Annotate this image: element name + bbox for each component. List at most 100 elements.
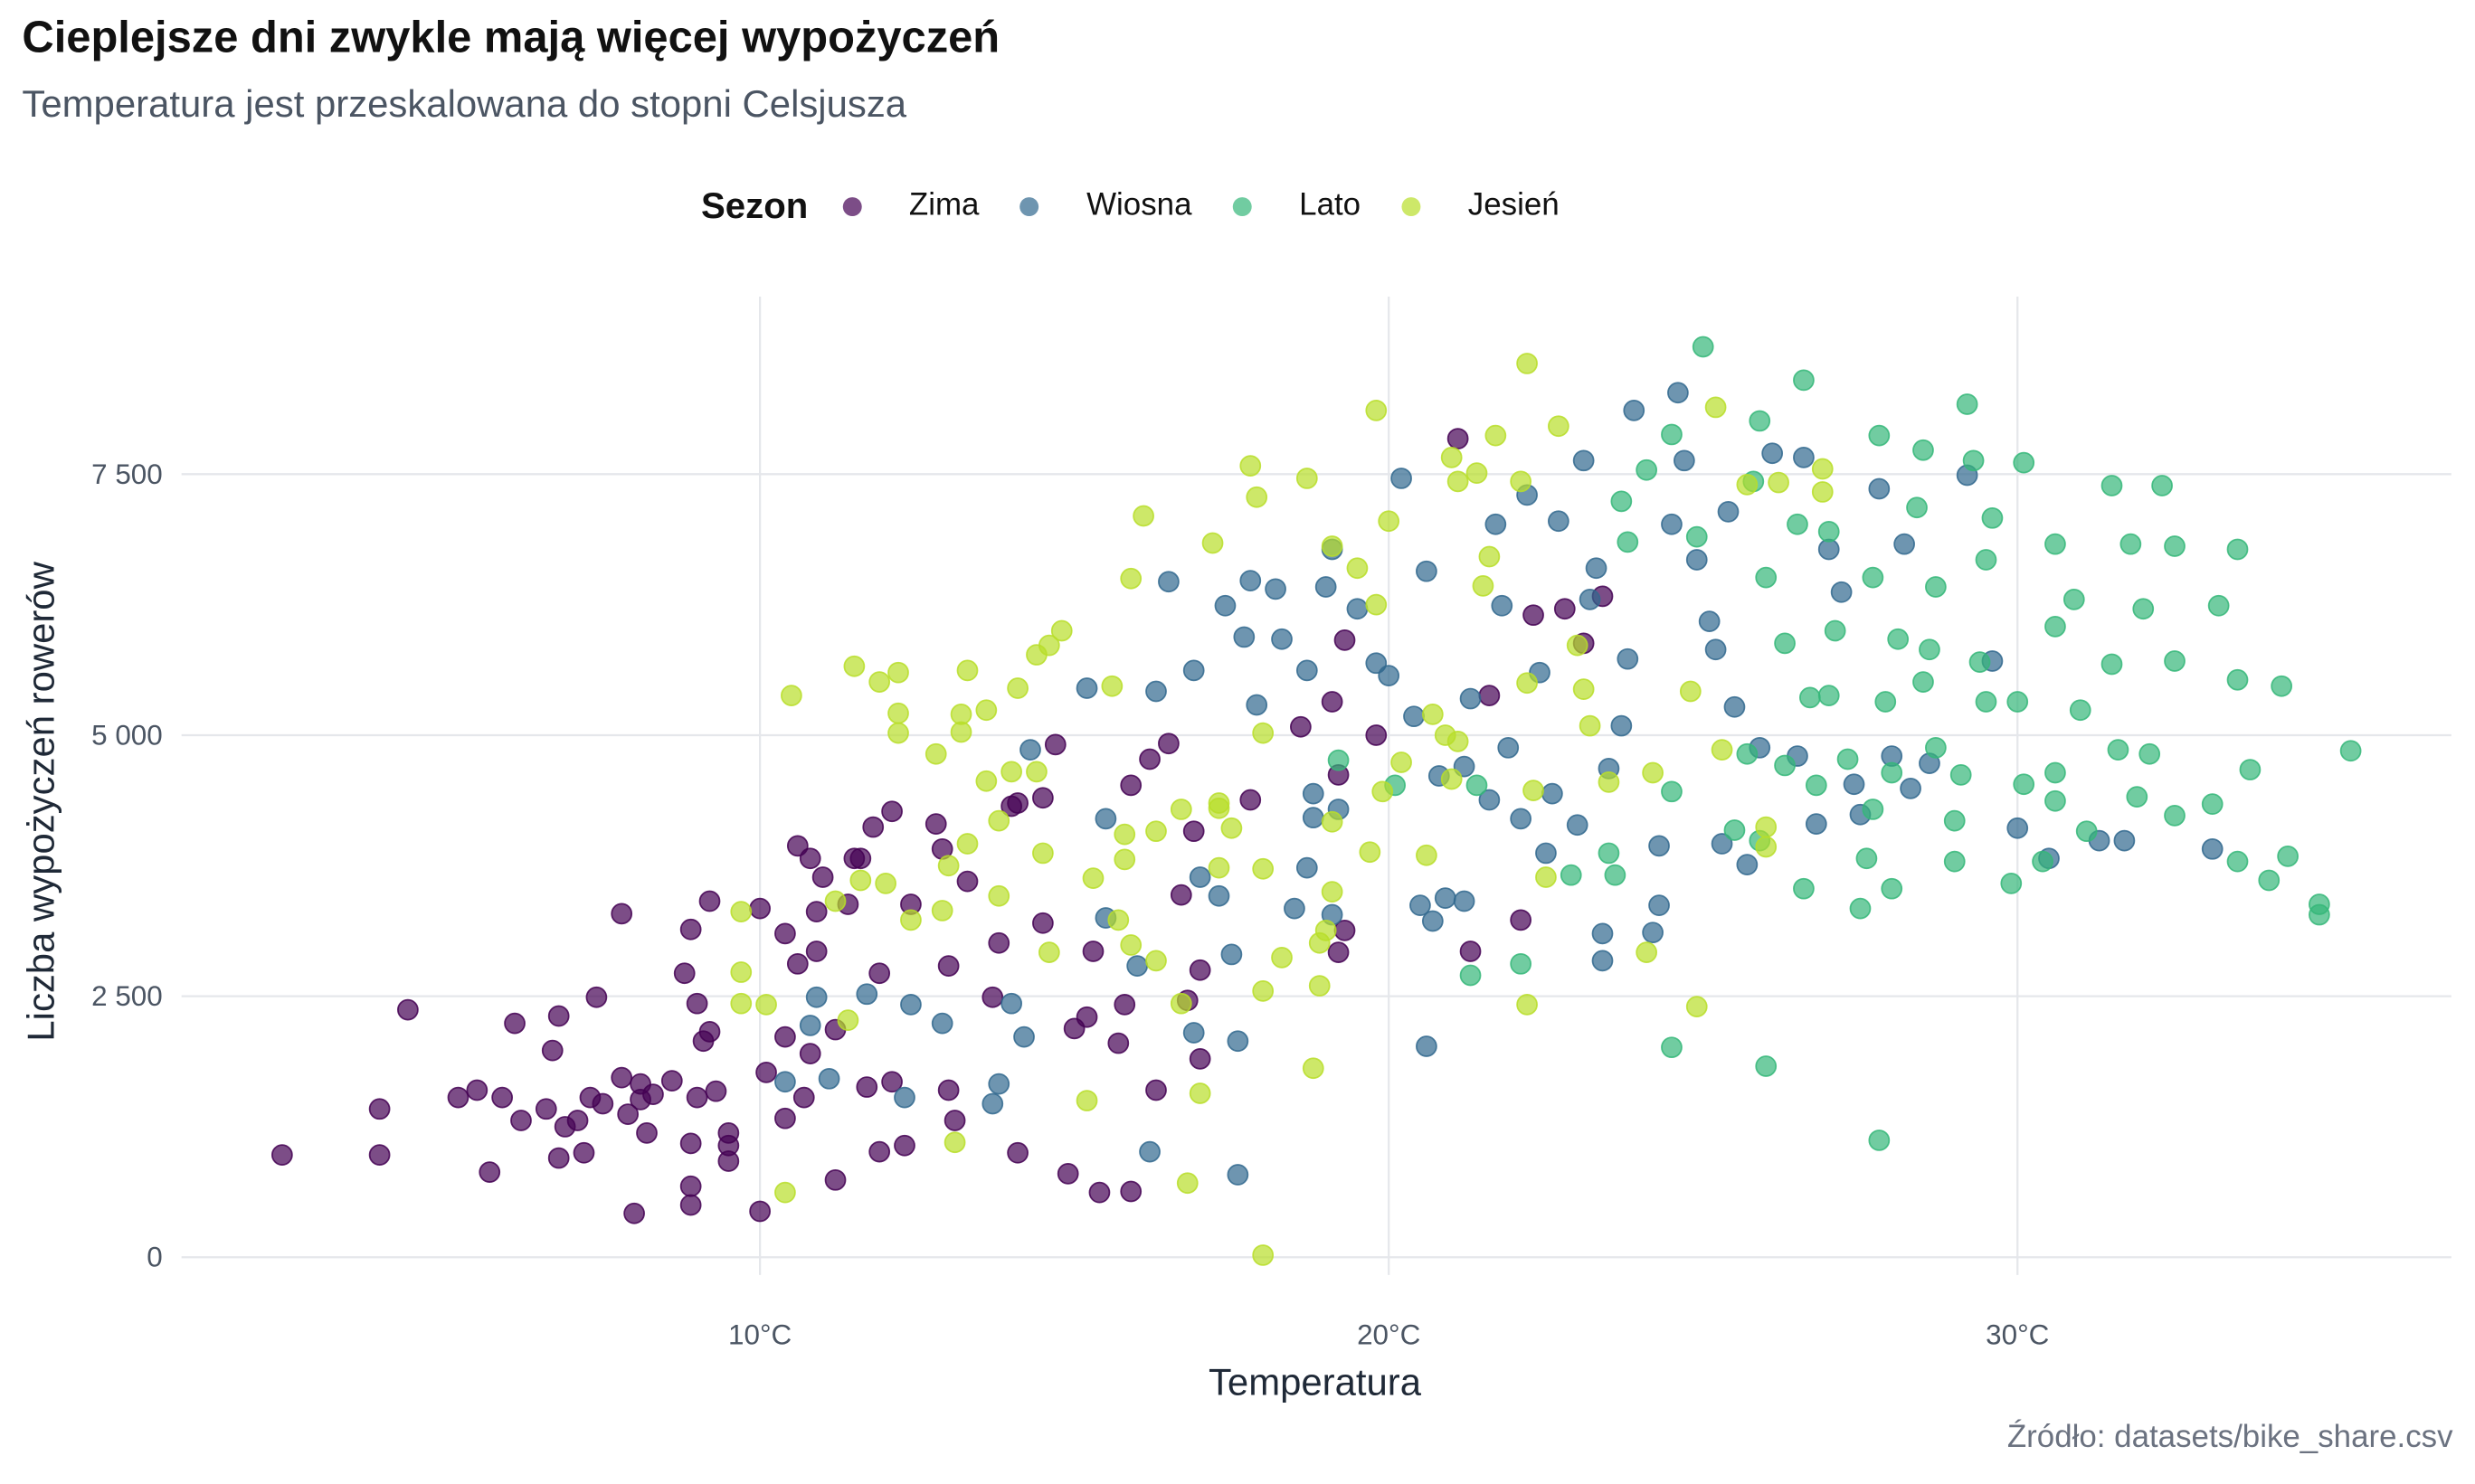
data-point-wiosna	[1830, 581, 1853, 603]
data-point-lato	[2000, 873, 2023, 894]
data-point-zima	[1114, 993, 1136, 1016]
data-point-wiosna	[1227, 1030, 1249, 1053]
data-point-lato	[1906, 496, 1928, 519]
data-point-jesień	[1308, 931, 1331, 954]
data-point-jesień	[1271, 947, 1293, 969]
data-point-wiosna	[1484, 513, 1507, 535]
data-point-jesień	[1170, 992, 1192, 1015]
data-point-zima	[547, 1147, 570, 1169]
data-point-wiosna	[1434, 887, 1456, 909]
data-point-zima	[1007, 792, 1029, 814]
data-point-lato	[2258, 869, 2281, 892]
data-point-jesień	[875, 873, 896, 894]
data-point-lato	[1817, 685, 1840, 706]
data-point-jesień	[1440, 446, 1463, 468]
data-point-jesień	[1679, 680, 1702, 703]
data-point-zima	[937, 955, 960, 977]
data-point-wiosna	[1214, 594, 1237, 617]
data-point-zima	[881, 1071, 903, 1093]
data-point-wiosna	[1843, 773, 1865, 796]
data-point-jesień	[1516, 672, 1538, 695]
data-point-zima	[1044, 733, 1067, 756]
data-point-jesień	[1107, 909, 1130, 931]
data-point-zima	[1478, 685, 1501, 706]
data-point-lato	[1327, 749, 1350, 771]
x-tick-label: 30°C	[1986, 1319, 2049, 1351]
data-point-zima	[368, 1144, 391, 1166]
data-point-wiosna	[1145, 680, 1167, 703]
data-point-lato	[2119, 533, 2142, 555]
data-point-lato	[1855, 847, 1878, 870]
data-point-wiosna	[1661, 513, 1683, 535]
data-point-zima	[491, 1086, 514, 1109]
data-point-zima	[856, 1076, 878, 1098]
data-point-lato	[1956, 393, 1978, 415]
data-point-wiosna	[1126, 955, 1149, 977]
data-point-lato	[1881, 877, 1903, 900]
data-point-lato	[2044, 789, 2066, 812]
data-point-lato	[2277, 846, 2299, 867]
data-point-jesień	[1440, 768, 1463, 790]
data-point-jesień	[950, 704, 972, 725]
data-point-wiosna	[1478, 789, 1501, 811]
data-point-wiosna	[1893, 533, 1915, 555]
data-point-wiosna	[1416, 1035, 1437, 1057]
data-point-lato	[1881, 761, 1903, 784]
data-point-wiosna	[1314, 576, 1337, 598]
data-point-zima	[1082, 940, 1105, 962]
data-point-lato	[1925, 576, 1947, 598]
data-point-wiosna	[1642, 922, 1664, 944]
data-point-lato	[1604, 864, 1626, 886]
data-point-zima	[1365, 724, 1388, 746]
x-tick-label: 20°C	[1357, 1319, 1420, 1351]
data-point-lato	[1943, 850, 1966, 873]
data-point-wiosna	[1295, 856, 1318, 879]
data-point-wiosna	[1158, 571, 1180, 593]
data-point-wiosna	[1421, 910, 1444, 932]
data-point-lato	[2075, 820, 2098, 843]
data-point-zima	[1321, 691, 1343, 713]
data-point-wiosna	[1390, 468, 1412, 489]
data-point-wiosna	[1295, 659, 1318, 682]
data-point-lato	[2226, 538, 2249, 561]
data-point-wiosna	[1510, 808, 1532, 830]
data-point-jesień	[988, 884, 1010, 907]
data-point-jesień	[1755, 816, 1778, 838]
data-point-lato	[1981, 506, 2004, 529]
data-point-jesień	[1685, 996, 1708, 1018]
data-point-zima	[805, 940, 828, 962]
legend-swatch	[1232, 196, 1252, 216]
data-point-wiosna	[1535, 842, 1557, 865]
data-point-jesień	[1189, 1082, 1211, 1104]
data-point-jesień	[1038, 941, 1060, 963]
data-point-jesień	[1566, 634, 1588, 657]
data-point-lato	[1862, 799, 1884, 820]
data-point-lato	[1692, 336, 1714, 358]
data-point-wiosna	[1000, 992, 1023, 1015]
data-point-wiosna	[1900, 777, 1921, 799]
data-point-zima	[755, 1062, 777, 1083]
legend-item-wiosna: Wiosna	[1019, 188, 1192, 224]
data-point-jesień	[1365, 400, 1388, 421]
y-tick-label: 5 000	[91, 719, 163, 751]
data-point-wiosna	[1685, 549, 1708, 571]
data-point-jesień	[1145, 950, 1167, 972]
data-point-lato	[1962, 449, 1985, 472]
data-point-wiosna	[1698, 610, 1721, 632]
data-point-zima	[811, 866, 834, 888]
data-point-wiosna	[1805, 813, 1827, 835]
data-point-jesień	[1239, 455, 1262, 477]
data-point-lato	[2013, 451, 2035, 474]
data-point-lato	[1755, 566, 1778, 589]
data-point-wiosna	[1208, 884, 1230, 907]
data-point-lato	[1824, 619, 1846, 642]
data-point-wiosna	[1547, 510, 1569, 533]
data-point-lato	[2138, 742, 2161, 765]
data-point-zima	[679, 1194, 702, 1216]
data-point-wiosna	[1076, 677, 1098, 699]
legend-label: Lato	[1299, 187, 1361, 223]
data-point-lato	[1723, 819, 1746, 841]
legend-item-zima: Zima	[842, 188, 979, 224]
data-point-jesień	[1145, 820, 1167, 843]
